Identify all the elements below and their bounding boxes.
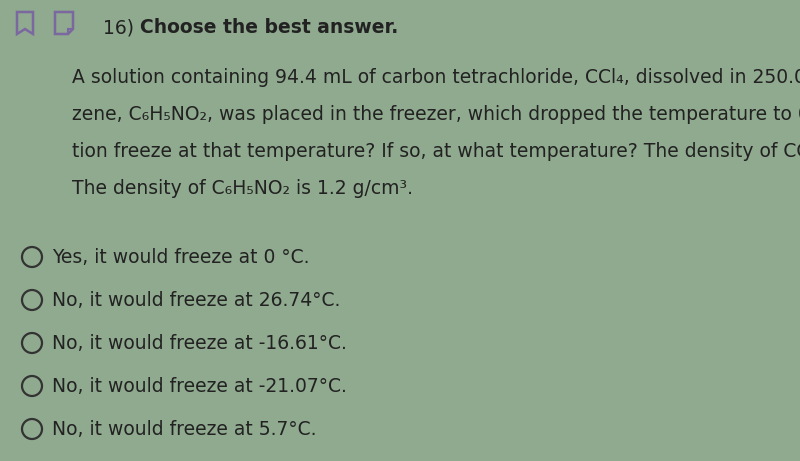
- Text: No, it would freeze at -16.61°C.: No, it would freeze at -16.61°C.: [52, 334, 347, 353]
- Text: No, it would freeze at 26.74°C.: No, it would freeze at 26.74°C.: [52, 291, 340, 310]
- Text: Choose the best answer.: Choose the best answer.: [140, 18, 398, 37]
- Text: zene, C₆H₅NO₂, was placed in the freezer, which dropped the temperature to 0°C. : zene, C₆H₅NO₂, was placed in the freezer…: [72, 105, 800, 124]
- Text: The density of C₆H₅NO₂ is 1.2 g/cm³.: The density of C₆H₅NO₂ is 1.2 g/cm³.: [72, 179, 413, 198]
- Text: Yes, it would freeze at 0 °C.: Yes, it would freeze at 0 °C.: [52, 248, 310, 267]
- Text: tion freeze at that temperature? If so, at what temperature? The density of CCl₄: tion freeze at that temperature? If so, …: [72, 142, 800, 161]
- Text: A solution containing 94.4 mL of carbon tetrachloride, CCl₄, dissolved in 250.0 : A solution containing 94.4 mL of carbon …: [72, 68, 800, 87]
- Text: No, it would freeze at 5.7°C.: No, it would freeze at 5.7°C.: [52, 420, 317, 439]
- Text: No, it would freeze at -21.07°C.: No, it would freeze at -21.07°C.: [52, 377, 347, 396]
- Text: 16): 16): [103, 18, 140, 37]
